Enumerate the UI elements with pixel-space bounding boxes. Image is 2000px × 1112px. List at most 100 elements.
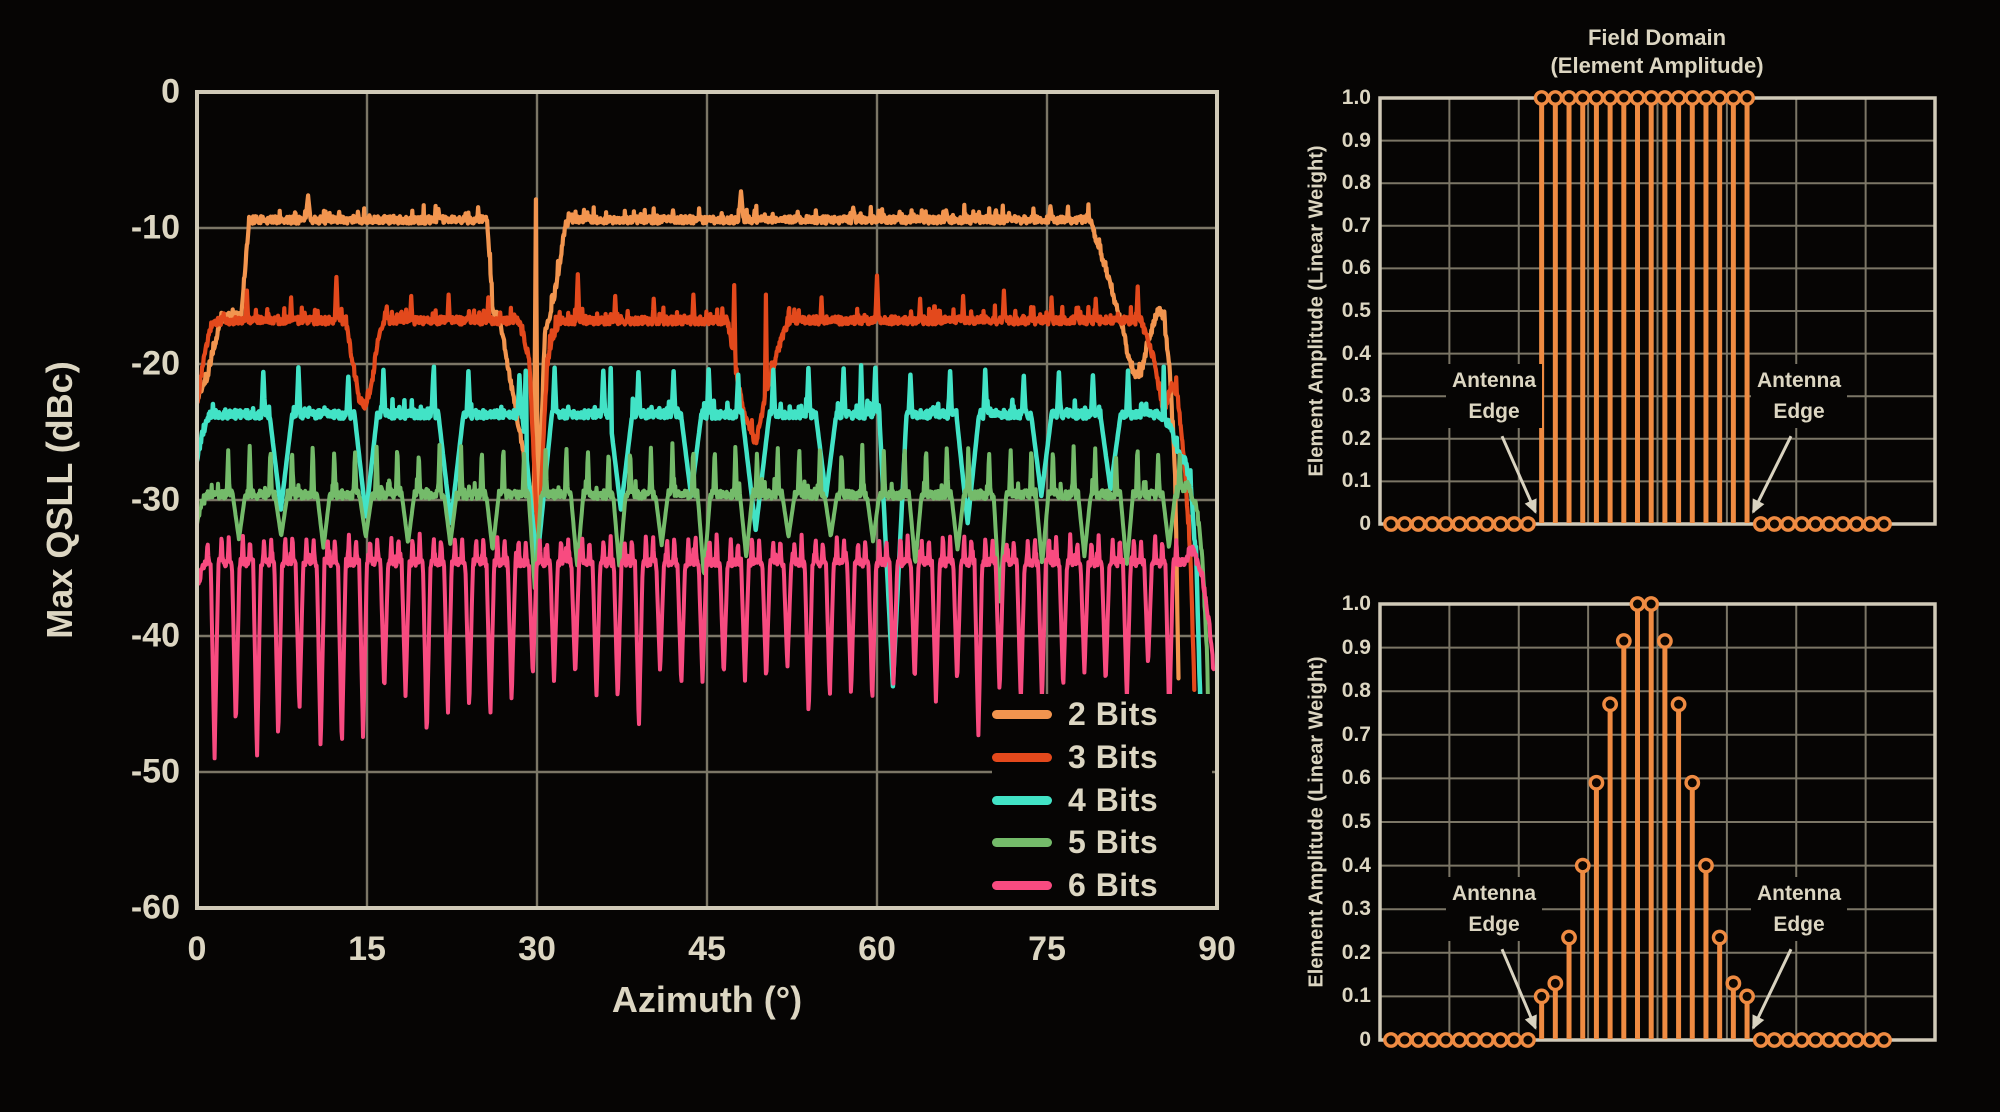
x-tick-45: 45: [688, 930, 726, 968]
legend-label: 3 Bits: [1068, 738, 1159, 775]
y-tick-0.5: 0.5: [1341, 299, 1371, 322]
element-marker: [1465, 516, 1482, 532]
element-marker: [1725, 90, 1742, 106]
y-tick-0: 0: [1359, 512, 1371, 535]
element-marker: [1725, 975, 1742, 992]
legend-label: 4 Bits: [1068, 781, 1159, 818]
y-tick-0.2: 0.2: [1341, 940, 1371, 964]
x-tick-15: 15: [348, 930, 386, 968]
y-tick-0: 0: [161, 72, 180, 111]
field-domain-tapered: [1378, 596, 1937, 1048]
y-tick--30: -30: [130, 480, 180, 519]
element-marker: [1588, 90, 1605, 106]
element-marker: [1876, 1032, 1892, 1048]
y-tick--40: -40: [130, 616, 180, 655]
stems: [1383, 596, 1892, 1048]
series-6-bits: [197, 531, 1216, 761]
element-marker: [1492, 1032, 1509, 1048]
y-tick-0.2: 0.2: [1341, 426, 1371, 450]
element-marker: [1821, 516, 1838, 532]
element-marker: [1629, 596, 1646, 612]
y-tick-0.7: 0.7: [1341, 722, 1371, 746]
annotation-arrow: [1500, 948, 1537, 1029]
element-marker: [1396, 516, 1413, 532]
y-tick-0.9: 0.9: [1341, 635, 1371, 659]
legend: 2 Bits 3 Bits 4 Bits 5 Bits 6 Bits: [992, 694, 1212, 906]
annotation-arrowhead: [1752, 498, 1765, 514]
series-4-bits: [197, 363, 1204, 738]
y-tick-0.3: 0.3: [1341, 384, 1371, 408]
annotation-line: Antenna: [1452, 882, 1536, 906]
element-marker: [1684, 90, 1701, 106]
element-marker: [1547, 90, 1564, 106]
x-tick-30: 30: [518, 930, 556, 968]
element-marker: [1698, 90, 1714, 106]
element-marker: [1602, 90, 1619, 106]
annotation-line: Antenna: [1757, 882, 1841, 906]
legend-item-5-bits: 5 Bits: [992, 822, 1212, 863]
series-3-bits: [197, 272, 1197, 692]
element-marker: [1424, 516, 1440, 532]
element-marker: [1807, 516, 1824, 532]
stems: [1383, 90, 1892, 532]
element-marker: [1602, 696, 1619, 713]
y-tick--50: -50: [130, 752, 180, 791]
y-tick-0.3: 0.3: [1341, 897, 1371, 921]
legend-swatch: [992, 710, 1052, 719]
element-marker: [1451, 1032, 1468, 1048]
y-tick-0.1: 0.1: [1341, 984, 1371, 1008]
y-tick-0.1: 0.1: [1341, 469, 1371, 493]
element-marker: [1670, 90, 1687, 106]
element-marker: [1807, 1032, 1824, 1048]
element-marker: [1793, 516, 1810, 532]
field-chart-title-line2: (Element Amplitude): [1550, 53, 1764, 78]
element-marker: [1876, 516, 1892, 532]
legend-item-4-bits: 4 Bits: [992, 780, 1212, 821]
x-tick-0: 0: [187, 930, 207, 968]
element-marker: [1780, 516, 1797, 532]
element-marker: [1478, 1032, 1495, 1048]
annotation-line: Edge: [1773, 913, 1825, 937]
series-2-bits: [197, 189, 1181, 681]
element-marker: [1862, 1032, 1879, 1048]
element-marker: [1478, 516, 1495, 532]
element-marker: [1766, 1032, 1783, 1048]
qsll-series: [197, 189, 1216, 761]
uniform-chart-y-axis-title: Element Amplitude (Linear Weight): [1305, 145, 1328, 477]
annotation-arrow: [1751, 948, 1793, 1029]
y-tick-0.8: 0.8: [1341, 171, 1371, 195]
y-tick--60: -60: [130, 888, 180, 927]
element-marker: [1739, 90, 1755, 106]
annotation-line: Edge: [1468, 400, 1520, 424]
y-tick-0.6: 0.6: [1341, 256, 1371, 280]
y-tick-0: 0: [1359, 1028, 1371, 1051]
annotation-arrow: [1751, 435, 1793, 513]
field-chart-title-line1: Field Domain: [1587, 25, 1727, 50]
y-tick-0.7: 0.7: [1341, 213, 1371, 237]
element-marker: [1520, 516, 1536, 532]
element-marker: [1451, 516, 1468, 532]
series-5-bits: [197, 441, 1212, 746]
element-marker: [1643, 90, 1660, 106]
y-tick-1.0: 1.0: [1341, 86, 1371, 109]
annotation-line: Antenna: [1757, 369, 1841, 393]
element-marker: [1752, 1032, 1769, 1048]
element-marker: [1670, 696, 1687, 713]
legend-item-2-bits: 2 Bits: [992, 694, 1212, 735]
y-tick-0.4: 0.4: [1341, 341, 1371, 365]
legend-swatch: [992, 752, 1052, 762]
left-chart-x-axis-title: Azimuth (°): [611, 979, 803, 1020]
left-chart-y-axis-title: Max QSLL (dBc): [39, 361, 80, 639]
antenna-edge-annotation: Antenna Edge: [1751, 877, 1847, 942]
legend-label: 6 Bits: [1068, 867, 1159, 903]
element-marker: [1410, 516, 1427, 532]
element-marker: [1506, 516, 1523, 532]
legend-swatch: [992, 881, 1052, 890]
tapered-chart-y-axis-title: Element Amplitude (Linear Weight): [1305, 656, 1328, 988]
y-tick-0.5: 0.5: [1341, 810, 1371, 833]
y-tick-0.9: 0.9: [1341, 128, 1371, 152]
legend-item-3-bits: 3 Bits: [992, 737, 1212, 778]
annotation-arrow: [1500, 435, 1537, 513]
element-marker: [1520, 1032, 1536, 1048]
